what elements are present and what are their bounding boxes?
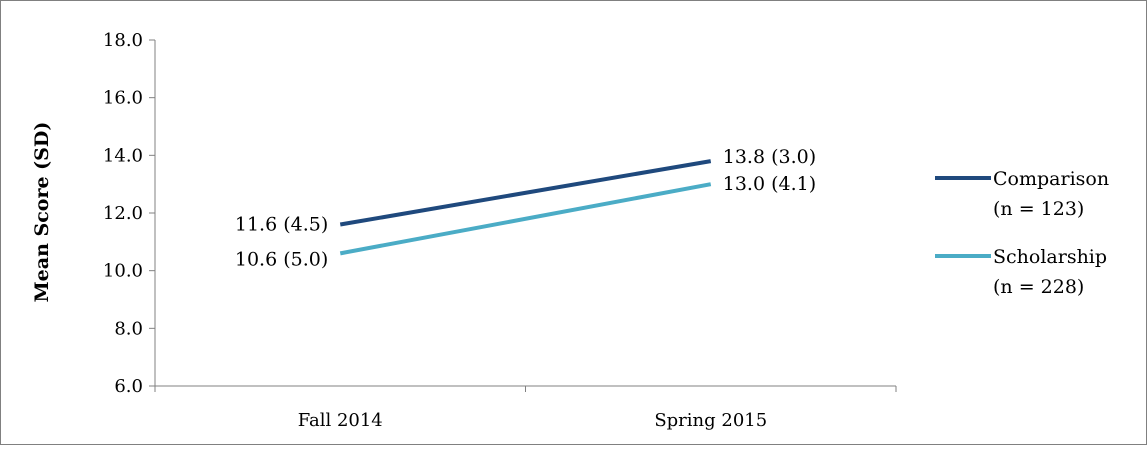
legend-label: Comparison	[993, 168, 1109, 190]
y-tick-label: 12.0	[103, 203, 143, 224]
y-tick-label: 8.0	[114, 318, 143, 339]
y-tick-label: 16.0	[103, 88, 143, 109]
y-tick-label: 18.0	[103, 30, 143, 51]
y-axis-title: Mean Score (SD)	[31, 122, 53, 303]
y-tick-label: 10.0	[103, 261, 143, 282]
legend-label: Scholarship	[993, 246, 1107, 268]
y-ticks: 6.0 8.0 10.0 12.0 14.0 16.0 18.0	[103, 30, 155, 397]
y-tick-label: 6.0	[114, 376, 143, 397]
data-labels: 11.6 (4.5) 13.8 (3.0) 10.6 (5.0) 13.0 (4.1)	[235, 146, 816, 270]
x-tick-label: Fall 2014	[298, 410, 383, 431]
x-tick-label: Spring 2015	[654, 410, 767, 431]
data-label: 10.6 (5.0)	[235, 248, 328, 270]
x-ticks: Fall 2014 Spring 2015	[154, 386, 897, 431]
series-line-scholarship	[339, 182, 712, 256]
data-label: 13.8 (3.0)	[723, 146, 816, 168]
series-lines	[339, 159, 712, 256]
legend-sublabel: (n = 228)	[993, 276, 1084, 298]
data-label: 13.0 (4.1)	[723, 173, 816, 195]
y-tick-label: 14.0	[103, 145, 143, 166]
data-label: 11.6 (4.5)	[235, 214, 328, 236]
series-line-comparison	[339, 159, 712, 227]
legend: Comparison (n = 123) Scholarship (n = 228)	[935, 168, 1109, 298]
legend-sublabel: (n = 123)	[993, 198, 1084, 220]
